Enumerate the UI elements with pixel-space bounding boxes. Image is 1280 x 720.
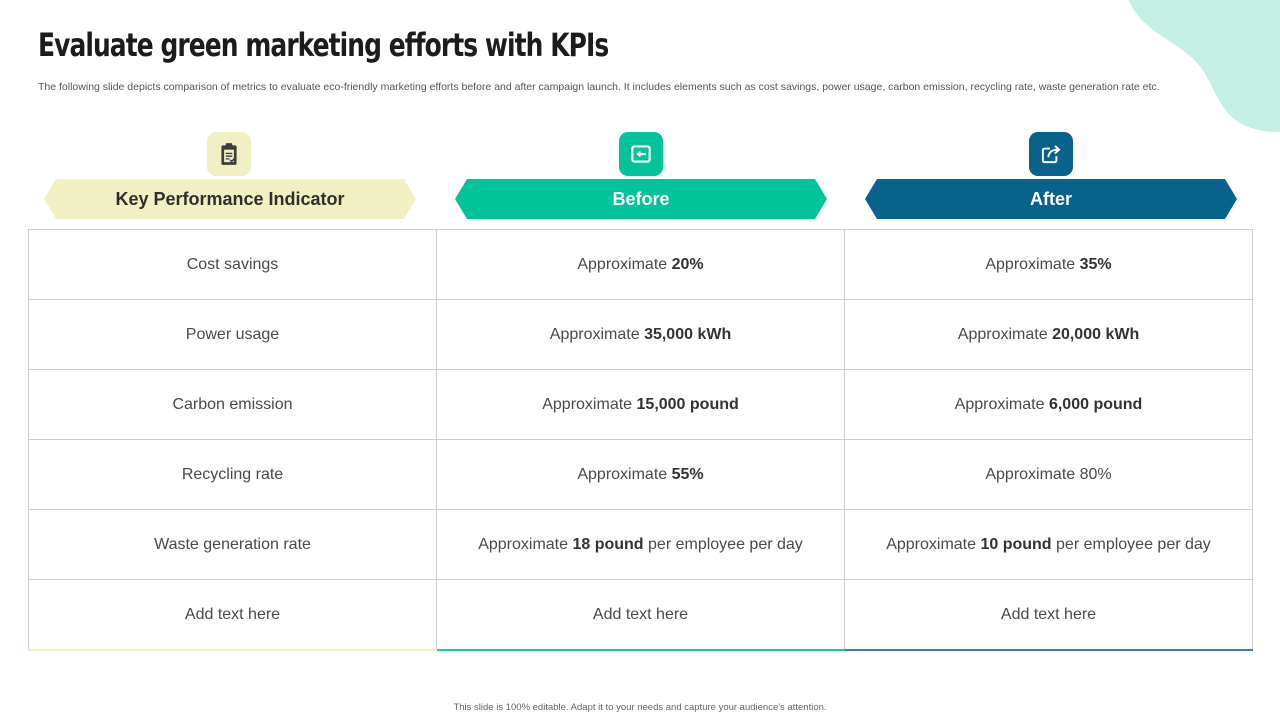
after-cell: Approximate 10 pound per employee per da… [844,509,1253,580]
kpi-column-header: Key Performance Indicator [44,179,416,219]
table-row: Add text here Add text here Add text her… [28,579,1253,651]
table-row: Cost savings Approximate 20% Approximate… [28,229,1253,300]
table-row: Waste generation rate Approximate 18 pou… [28,509,1253,580]
kpi-cell: Waste generation rate [28,509,437,580]
footer-note: This slide is 100% editable. Adapt it to… [453,702,827,713]
kpi-cell: Power usage [28,299,437,370]
table-row: Recycling rate Approximate 55% Approxima… [28,439,1253,510]
table-row: Carbon emission Approximate 15,000 pound… [28,369,1253,440]
kpi-cell: Add text here [28,579,437,651]
table-row: Power usage Approximate 35,000 kWh Appro… [28,299,1253,370]
after-cell: Approximate 20,000 kWh [844,299,1253,370]
decorative-blob [1128,0,1280,133]
before-column-header: Before [455,179,827,219]
page-title: Evaluate green marketing efforts with KP… [38,26,609,64]
share-arrow-icon [1029,132,1073,176]
after-column-header: After [865,179,1237,219]
before-cell: Approximate 55% [436,439,845,510]
after-cell: Add text here [844,579,1253,651]
kpi-cell: Recycling rate [28,439,437,510]
rewind-icon [619,132,663,176]
before-cell: Approximate 20% [436,229,845,300]
before-cell: Approximate 35,000 kWh [436,299,845,370]
after-cell: Approximate 6,000 pound [844,369,1253,440]
before-cell: Add text here [436,579,845,651]
kpi-cell: Cost savings [28,229,437,300]
page-subtitle: The following slide depicts comparison o… [38,81,1160,93]
kpi-comparison-table: Cost savings Approximate 20% Approximate… [28,229,1253,651]
kpi-cell: Carbon emission [28,369,437,440]
before-cell: Approximate 15,000 pound [436,369,845,440]
after-cell: Approximate 80% [844,439,1253,510]
before-cell: Approximate 18 pound per employee per da… [436,509,845,580]
clipboard-checklist-icon [207,132,251,176]
after-cell: Approximate 35% [844,229,1253,300]
